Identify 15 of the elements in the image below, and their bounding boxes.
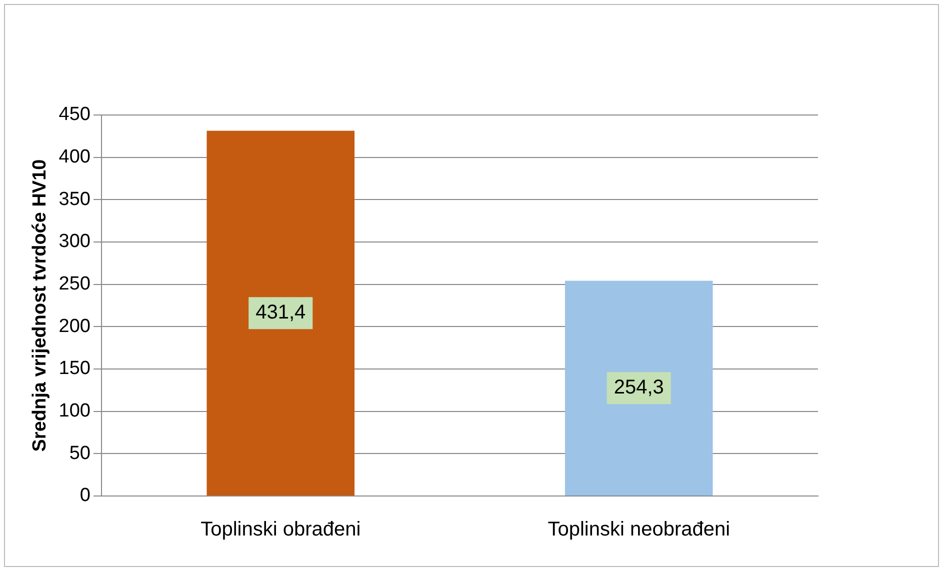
y-tick-label: 250: [58, 274, 90, 295]
y-axis-title: Srednja vrijednost tvrdoće HV10: [30, 159, 51, 452]
y-tick-label: 0: [80, 485, 90, 506]
data-label: 254,3: [614, 376, 664, 399]
y-tick-label: 150: [58, 358, 90, 380]
x-tick-label: Toplinski obrađeni: [200, 518, 361, 541]
y-tick-label: 100: [58, 400, 90, 422]
y-tick-label: 50: [69, 442, 90, 464]
y-tick-label: 300: [58, 231, 90, 252]
y-tick-label: 350: [58, 188, 90, 210]
y-tick-label: 450: [58, 104, 90, 126]
data-label: 431,4: [256, 302, 306, 324]
x-tick-label: Toplinski neobrađeni: [548, 518, 730, 541]
y-tick-label: 400: [58, 146, 90, 168]
y-tick-label: 200: [58, 316, 90, 337]
